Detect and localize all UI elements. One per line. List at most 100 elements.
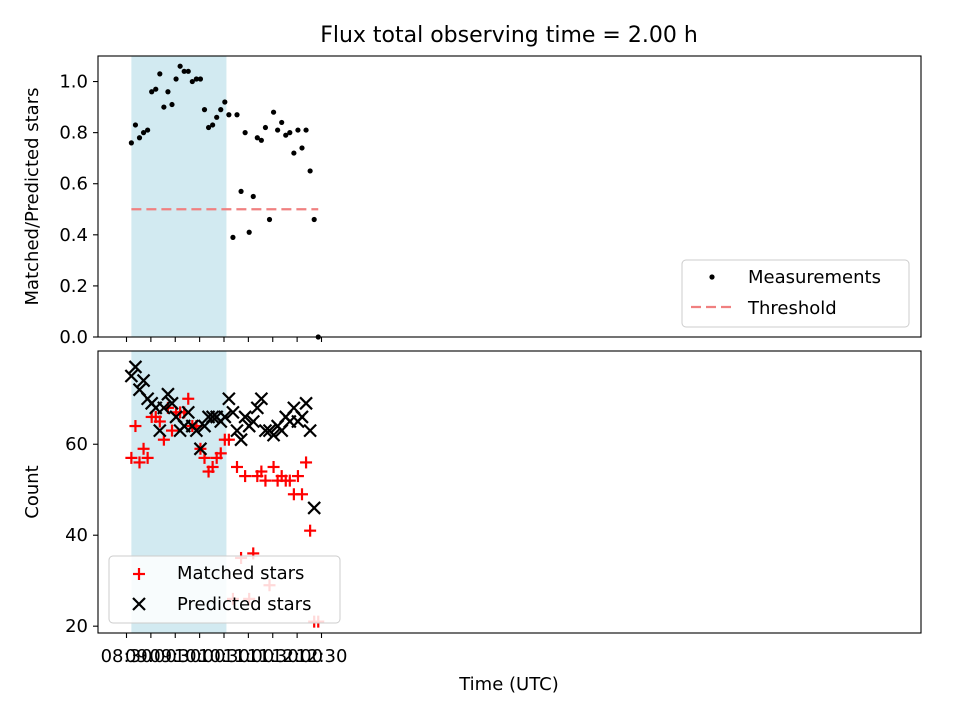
legend-threshold-label: Threshold [747, 298, 837, 319]
predicted-star-point [193, 442, 208, 456]
predicted-star-point [165, 396, 179, 411]
measurement-point [149, 89, 155, 95]
predicted-star-point [295, 410, 309, 424]
top-y-tick-label: 0.0 [59, 327, 88, 348]
legend-measurements-label: Measurements [748, 267, 881, 288]
measurement-point [295, 127, 301, 133]
measurement-point [238, 188, 244, 194]
x-tick-label: 09:00 [125, 646, 177, 667]
measurement-point [140, 130, 147, 136]
matched-star-point [137, 442, 150, 455]
matched-star-point [133, 456, 146, 469]
bottom-axis-ticks: 08:3009:0009:3010:0010:3011:0011:3012:00… [65, 434, 347, 667]
x-tick-label: 11:00 [222, 646, 274, 667]
top-y-tick-label: 0.8 [59, 123, 88, 144]
top-plot-frame [97, 55, 922, 338]
matched-star-point [206, 460, 219, 473]
measurement-point [165, 89, 171, 95]
top-y-tick-label: 0.4 [59, 225, 88, 246]
legend-matched-label: Matched stars [177, 563, 304, 584]
measurement-point [242, 130, 248, 136]
predicted-star-point [189, 423, 204, 438]
measurement-point [246, 229, 252, 235]
measurement-point [153, 86, 159, 92]
predicted-star-point [266, 428, 281, 442]
x-tick-label: 09:30 [149, 646, 201, 667]
measurement-point [291, 150, 297, 156]
top-axis-ticks: 0.0 0.2 0.4 0.6 0.8 1.0 [59, 72, 323, 348]
predicted-star-point [303, 423, 317, 438]
measurement-point [218, 107, 224, 113]
measurement-point [161, 104, 167, 110]
matched-star-point [296, 488, 308, 501]
x-tick-label: 10:00 [174, 646, 226, 667]
measurement-point [136, 135, 143, 141]
top-legend: Measurements Threshold [681, 259, 910, 328]
predicted-star-point [234, 432, 248, 447]
chart-title: Flux total observing time = 2.00 h [320, 23, 698, 48]
measurement-point [189, 78, 195, 85]
measurement-point [169, 101, 175, 108]
measurement-point [262, 124, 269, 131]
matched-star-point [214, 447, 227, 460]
predicted-star-point [307, 501, 321, 515]
matched-star-point [129, 420, 142, 433]
predicted-star-points [124, 360, 321, 515]
measurement-point [128, 140, 134, 146]
predicted-star-point [124, 369, 139, 383]
top-legend-box [681, 259, 910, 328]
predicted-star-point [254, 391, 269, 406]
bottom-y-tick-label: 60 [65, 434, 88, 455]
measurement-point [303, 127, 309, 133]
predicted-star-point [153, 423, 167, 438]
measurement-point [145, 127, 151, 133]
predicted-star-point [136, 373, 151, 388]
measurement-point [173, 76, 179, 82]
measurement-point [250, 193, 256, 200]
predicted-star-point [246, 414, 261, 429]
bottom-plot-frame [97, 350, 922, 634]
predicted-star-point [218, 410, 232, 424]
matched-star-point [304, 524, 317, 537]
measurement-point [185, 68, 191, 74]
predicted-star-point [226, 405, 240, 420]
top-panel: 0.0 0.2 0.4 0.6 0.8 1.0 Matched/Predicted sta… [22, 55, 922, 348]
top-shaded-region [131, 56, 227, 337]
matched-star-point [239, 470, 252, 483]
measurement-point [214, 114, 220, 120]
matched-star-point [141, 451, 154, 464]
matched-star-point [255, 465, 268, 478]
top-y-axis-label: Matched/Predicted stars [22, 88, 43, 306]
measurement-point [230, 234, 236, 240]
measurement-point [254, 135, 260, 141]
predicted-star-point [157, 401, 171, 415]
x-tick-label: 11:30 [247, 646, 299, 667]
measurement-point [287, 130, 293, 136]
measurement-point [299, 145, 305, 151]
measurement-point [157, 71, 163, 77]
legend-predicted-label: Predicted stars [177, 594, 311, 615]
matched-star-point [291, 470, 304, 483]
measurement-points [128, 63, 321, 340]
measurement-point [234, 112, 240, 118]
measurement-point [279, 119, 285, 126]
measurement-point [226, 112, 232, 118]
predicted-star-point [250, 401, 265, 415]
measurement-point [270, 109, 277, 115]
top-y-tick-label: 1.0 [59, 72, 88, 93]
predicted-star-point [205, 410, 220, 424]
predicted-star-point [128, 360, 143, 374]
predicted-star-point [230, 423, 244, 438]
matched-star-point [231, 460, 243, 473]
legend-measurements-marker [709, 274, 715, 280]
matched-star-point [267, 460, 280, 473]
predicted-star-point [222, 391, 236, 406]
measurement-point [177, 63, 183, 69]
x-axis-label: Time (UTC) [458, 674, 559, 695]
legend-predicted-marker [132, 597, 146, 611]
measurement-point [222, 99, 228, 105]
top-y-tick-label: 0.6 [59, 174, 88, 195]
predicted-star-point [299, 396, 313, 411]
bottom-legend-box [108, 555, 341, 624]
